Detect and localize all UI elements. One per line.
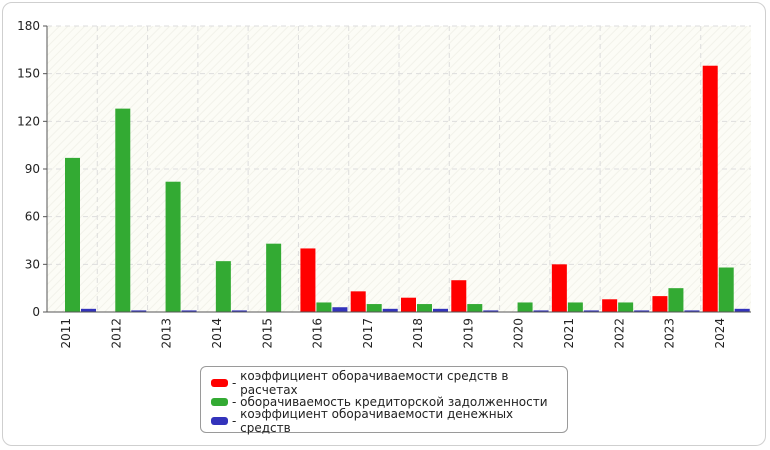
legend: - коэффициент оборачиваемости средств в … — [200, 366, 568, 435]
bar-2019-series-3 — [483, 310, 499, 312]
bar-2015-series-2 — [266, 243, 282, 312]
x-tick-label: 2022 — [612, 318, 626, 349]
bar-2016-series-3 — [332, 307, 348, 312]
bar-2013-series-3 — [181, 310, 197, 312]
x-tick-label: 2017 — [361, 318, 375, 349]
bar-2019-series-2 — [467, 304, 483, 312]
bar-2018-series-3 — [433, 308, 448, 312]
x-tick-label: 2014 — [210, 318, 224, 349]
legend-label: коэффициент оборачиваемости денежных сре… — [240, 406, 514, 435]
legend-item-receivables: - коэффициент оборачиваемости средств в … — [211, 369, 567, 397]
y-tick-label: 30 — [25, 257, 40, 271]
y-tick-label: 60 — [25, 210, 40, 224]
bar-2018-series-1 — [401, 297, 416, 312]
bar-2014-series-3 — [231, 310, 247, 312]
x-tick-labels: 2011 2012 2013 2014 2015 2016 2017 2018 2019 2020… — [59, 318, 727, 349]
x-tick-label: 2023 — [663, 318, 677, 349]
x-tick-label: 2015 — [260, 318, 274, 349]
legend-marker: - — [232, 413, 241, 428]
bar-2021-series-1 — [551, 264, 567, 312]
bar-2024-series-2 — [718, 267, 734, 312]
x-tick-label: 2020 — [512, 318, 526, 349]
bar-2018-series-2 — [417, 304, 432, 312]
bar-2020-series-2 — [517, 302, 533, 312]
bar-2017-series-1 — [350, 291, 366, 312]
bar-2012-series-3 — [131, 310, 147, 312]
legend-label: коэффициент оборачиваемости средств в ра… — [240, 368, 509, 397]
legend-swatch-red — [211, 378, 228, 387]
bar-2017-series-3 — [382, 308, 398, 312]
y-tick-label: 90 — [25, 162, 40, 176]
bar-2023-series-1 — [652, 296, 668, 312]
y-tick-label: 0 — [32, 305, 40, 319]
x-tick-label: 2018 — [411, 318, 425, 349]
legend-swatch-green — [211, 397, 228, 406]
bar-2024-series-3 — [734, 308, 750, 312]
y-tick-label: 180 — [17, 19, 40, 33]
bar-2021-series-3 — [583, 310, 599, 312]
x-tick-label: 2011 — [59, 318, 73, 349]
grid-lines — [47, 25, 751, 312]
bar-2021-series-2 — [567, 302, 583, 312]
y-tick-label: 150 — [17, 67, 40, 81]
bar-2023-series-3 — [684, 310, 700, 312]
bar-2022-series-2 — [618, 302, 634, 312]
bars — [65, 65, 750, 312]
legend-marker: - — [232, 375, 241, 390]
bar-2016-series-2 — [316, 302, 332, 312]
bar-2012-series-2 — [115, 108, 131, 312]
legend-label: оборачиваемость кредиторской задолженнос… — [240, 394, 548, 409]
bar-2013-series-2 — [165, 181, 181, 312]
bar-2017-series-2 — [366, 304, 382, 312]
x-tick-label: 2021 — [562, 318, 576, 349]
bar-2014-series-2 — [215, 261, 231, 312]
bar-2011-series-3 — [81, 308, 96, 312]
bar-2022-series-1 — [602, 299, 618, 312]
bar-2020-series-3 — [533, 310, 549, 312]
bar-2016-series-1 — [300, 248, 316, 312]
legend-swatch-blue — [211, 416, 228, 425]
legend-item-payables: - оборачиваемость кредиторской задолженн… — [211, 392, 567, 411]
x-tick-label: 2016 — [311, 318, 325, 349]
x-tick-label: 2012 — [109, 318, 123, 349]
x-tick-label: 2024 — [713, 318, 727, 349]
x-tick-label: 2013 — [160, 318, 174, 349]
bar-2019-series-1 — [451, 280, 467, 312]
x-tick-label: 2019 — [461, 318, 475, 349]
legend-item-cash: - коэффициент оборачиваемости денежных с… — [211, 407, 567, 435]
bar-2022-series-3 — [634, 310, 650, 312]
bar-2011-series-2 — [65, 157, 80, 312]
bar-2024-series-1 — [702, 65, 718, 312]
bar-2023-series-2 — [668, 288, 684, 312]
legend-marker: - — [232, 394, 241, 409]
y-tick-labels: 0 30 60 90 120 150 180 — [17, 19, 47, 319]
y-tick-label: 120 — [17, 114, 40, 128]
